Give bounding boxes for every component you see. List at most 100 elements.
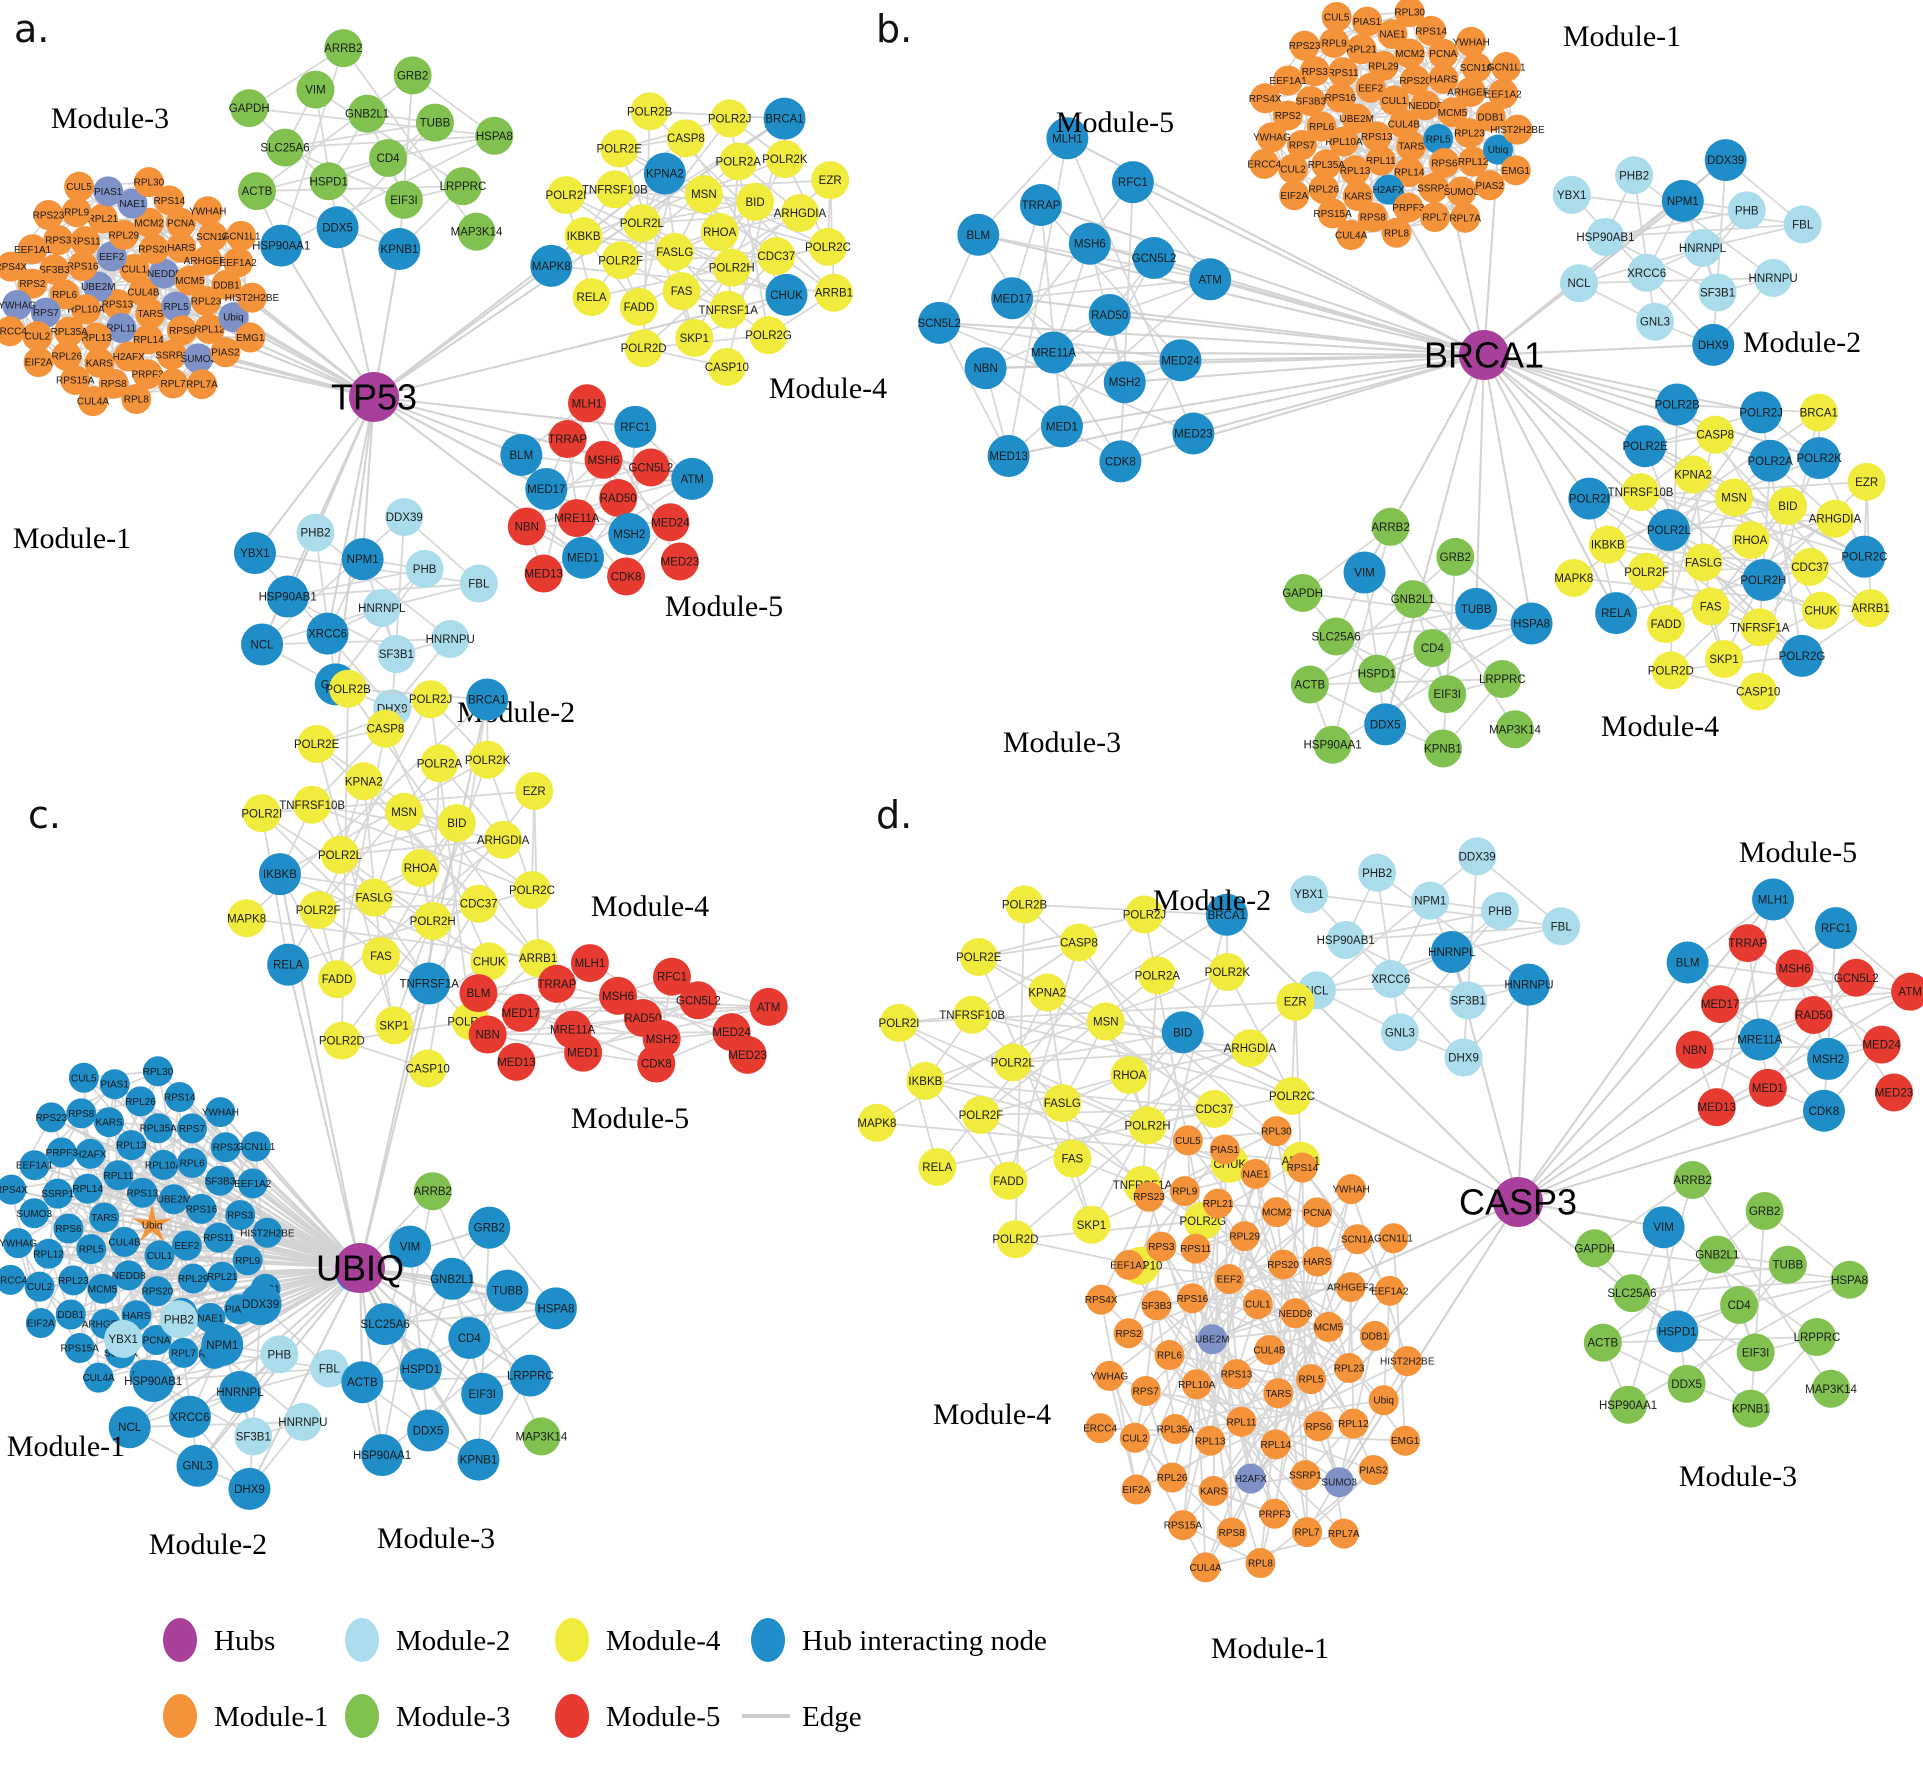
node-NBN[interactable]: NBN bbox=[1675, 1030, 1714, 1069]
node-HNRNPL[interactable]: HNRNPL bbox=[358, 589, 406, 627]
node-CDC37[interactable]: CDC37 bbox=[459, 884, 498, 923]
node-SKP1[interactable]: SKP1 bbox=[1705, 640, 1744, 679]
node-MED23[interactable]: MED23 bbox=[1172, 412, 1215, 455]
node-Ubiq[interactable]: Ubiq bbox=[1368, 1385, 1399, 1416]
node-RPS6[interactable]: RPS6 bbox=[1303, 1411, 1334, 1442]
node-BRCA1[interactable]: BRCA1 bbox=[1800, 393, 1838, 432]
node-MSN[interactable]: MSN bbox=[384, 792, 423, 831]
node-RAD50[interactable]: RAD50 bbox=[1088, 294, 1131, 336]
node-DDX39[interactable]: DDX39 bbox=[385, 498, 424, 537]
node-FBL[interactable]: FBL bbox=[459, 564, 498, 603]
node-POLR2B[interactable]: POLR2B bbox=[1002, 885, 1048, 924]
node-MAP3K14[interactable]: MAP3K14 bbox=[1805, 1369, 1858, 1408]
node-RPL26[interactable]: RPL26 bbox=[1308, 174, 1339, 205]
node-POLR2I[interactable]: POLR2I bbox=[546, 176, 587, 215]
node-SF3B1[interactable]: SF3B1 bbox=[234, 1417, 273, 1456]
node-EEF1A2[interactable]: EEF1A2 bbox=[220, 247, 258, 278]
node-RPL21[interactable]: RPL21 bbox=[1346, 34, 1377, 65]
node-PHB[interactable]: PHB bbox=[1481, 891, 1520, 930]
node-KPNB1[interactable]: KPNB1 bbox=[1731, 1389, 1770, 1428]
node-GNL3[interactable]: GNL3 bbox=[176, 1444, 219, 1487]
node-POLR2B[interactable]: POLR2B bbox=[1654, 383, 1700, 426]
node-DDB1[interactable]: DDB1 bbox=[211, 269, 242, 300]
node-KPNA2[interactable]: KPNA2 bbox=[344, 762, 383, 801]
node-FBL[interactable]: FBL bbox=[1542, 907, 1581, 946]
node-HIST2H2BE[interactable]: HIST2H2BE bbox=[1490, 114, 1545, 145]
node-PRPF3[interactable]: PRPF3 bbox=[1392, 192, 1425, 223]
node-SLC25A6[interactable]: SLC25A6 bbox=[361, 1303, 410, 1346]
node-EMG1[interactable]: EMG1 bbox=[1500, 155, 1531, 186]
node-SSRP1[interactable]: SSRP1 bbox=[155, 339, 189, 370]
node-RPS13[interactable]: RPS13 bbox=[1361, 121, 1393, 152]
node-ATM[interactable]: ATM bbox=[1891, 972, 1923, 1011]
node-GAPDH[interactable]: GAPDH bbox=[1574, 1229, 1615, 1268]
node-NCL[interactable]: NCL bbox=[241, 623, 284, 666]
node-BID[interactable]: BID bbox=[1161, 1011, 1204, 1054]
node-RPS20[interactable]: RPS20 bbox=[1267, 1249, 1299, 1280]
node-IKBKB[interactable]: IKBKB bbox=[906, 1061, 945, 1100]
node-ARHGEF2[interactable]: ARHGEF2 bbox=[1327, 1272, 1375, 1303]
node-RFC1[interactable]: RFC1 bbox=[614, 405, 657, 448]
node-EZR[interactable]: EZR bbox=[1847, 462, 1886, 501]
node-HSPD1[interactable]: HSPD1 bbox=[1656, 1310, 1699, 1353]
node-UBE2M[interactable]: UBE2M bbox=[1340, 103, 1374, 134]
node-MLH1[interactable]: MLH1 bbox=[570, 944, 609, 983]
node-POLR2D[interactable]: POLR2D bbox=[992, 1220, 1038, 1259]
node-POLR2F[interactable]: POLR2F bbox=[1624, 552, 1669, 591]
node-VIM[interactable]: VIM bbox=[1642, 1206, 1685, 1249]
node-RPL7[interactable]: RPL7 bbox=[1419, 201, 1450, 232]
node-ARHGEF2[interactable]: ARHGEF2 bbox=[1447, 76, 1495, 107]
node-RPL35A[interactable]: RPL35A bbox=[140, 1113, 178, 1144]
node-MED17[interactable]: MED17 bbox=[991, 277, 1034, 320]
node-HIST2H2BE[interactable]: HIST2H2BE bbox=[240, 1217, 295, 1248]
node-FADD[interactable]: FADD bbox=[1646, 605, 1685, 644]
node-RPL6[interactable]: RPL6 bbox=[49, 279, 80, 310]
node-RPS23[interactable]: RPS23 bbox=[33, 200, 65, 231]
node-SF3B3[interactable]: SF3B3 bbox=[1141, 1290, 1172, 1321]
node-DHX9[interactable]: DHX9 bbox=[1692, 323, 1735, 366]
node-KARS[interactable]: KARS bbox=[1198, 1476, 1229, 1507]
node-IKBKB[interactable]: IKBKB bbox=[258, 853, 301, 896]
node-BID[interactable]: BID bbox=[736, 182, 775, 221]
node-RPS15A[interactable]: RPS15A bbox=[61, 1332, 100, 1363]
node-RPL29[interactable]: RPL29 bbox=[1229, 1221, 1260, 1252]
node-RELA[interactable]: RELA bbox=[267, 943, 310, 986]
node-GNB2L1[interactable]: GNB2L1 bbox=[345, 94, 389, 133]
node-NPM1[interactable]: NPM1 bbox=[1661, 179, 1704, 222]
node-ACTB[interactable]: ACTB bbox=[1290, 665, 1329, 704]
node-RPL10A[interactable]: RPL10A bbox=[1325, 126, 1363, 157]
node-CUL1[interactable]: CUL1 bbox=[119, 253, 150, 284]
node-TNFRSF1A[interactable]: TNFRSF1A bbox=[399, 962, 459, 1005]
node-RPL5[interactable]: RPL5 bbox=[76, 1234, 107, 1265]
node-RPL26[interactable]: RPL26 bbox=[125, 1086, 156, 1117]
node-SLC25A6[interactable]: SLC25A6 bbox=[1607, 1274, 1657, 1313]
node-RPS16[interactable]: RPS16 bbox=[186, 1193, 218, 1224]
node-DDX39[interactable]: DDX39 bbox=[239, 1283, 282, 1326]
node-RPS23[interactable]: RPS23 bbox=[35, 1102, 68, 1133]
node-EIF2A[interactable]: EIF2A bbox=[1121, 1474, 1152, 1505]
node-TNFRSF10B[interactable]: TNFRSF10B bbox=[582, 170, 648, 209]
node-EEF1A1[interactable]: EEF1A1 bbox=[1110, 1249, 1148, 1280]
node-FAS[interactable]: FAS bbox=[1053, 1139, 1092, 1178]
node-MED1[interactable]: MED1 bbox=[1040, 405, 1083, 448]
node-CDK8[interactable]: CDK8 bbox=[1802, 1089, 1845, 1132]
node-NPM1[interactable]: NPM1 bbox=[201, 1323, 244, 1366]
node-TARS[interactable]: TARS bbox=[1396, 131, 1427, 162]
node-ARRB2[interactable]: ARRB2 bbox=[1371, 507, 1410, 546]
node-CUL5[interactable]: CUL5 bbox=[1321, 1, 1352, 32]
node-HSPA8[interactable]: HSPA8 bbox=[534, 1287, 577, 1330]
node-RPS3[interactable]: RPS3 bbox=[1299, 56, 1330, 87]
node-POLR2A[interactable]: POLR2A bbox=[716, 142, 762, 181]
node-SKP1[interactable]: SKP1 bbox=[1072, 1205, 1111, 1244]
node-MSN[interactable]: MSN bbox=[1086, 1002, 1125, 1041]
node-CUL2[interactable]: CUL2 bbox=[1278, 153, 1309, 184]
node-GRB2[interactable]: GRB2 bbox=[393, 56, 432, 95]
node-HNRNPU[interactable]: HNRNPU bbox=[1504, 963, 1554, 1006]
node-CUL1[interactable]: CUL1 bbox=[144, 1240, 175, 1271]
node-SCN1A[interactable]: SCN1A bbox=[1460, 52, 1494, 83]
node-H2AFX[interactable]: H2AFX bbox=[74, 1138, 107, 1169]
node-FADD[interactable]: FADD bbox=[989, 1161, 1028, 1200]
node-RPL8[interactable]: RPL8 bbox=[1245, 1548, 1276, 1579]
node-TNFRSF1A[interactable]: TNFRSF1A bbox=[699, 290, 759, 329]
node-TNFRSF10B[interactable]: TNFRSF10B bbox=[279, 785, 345, 824]
